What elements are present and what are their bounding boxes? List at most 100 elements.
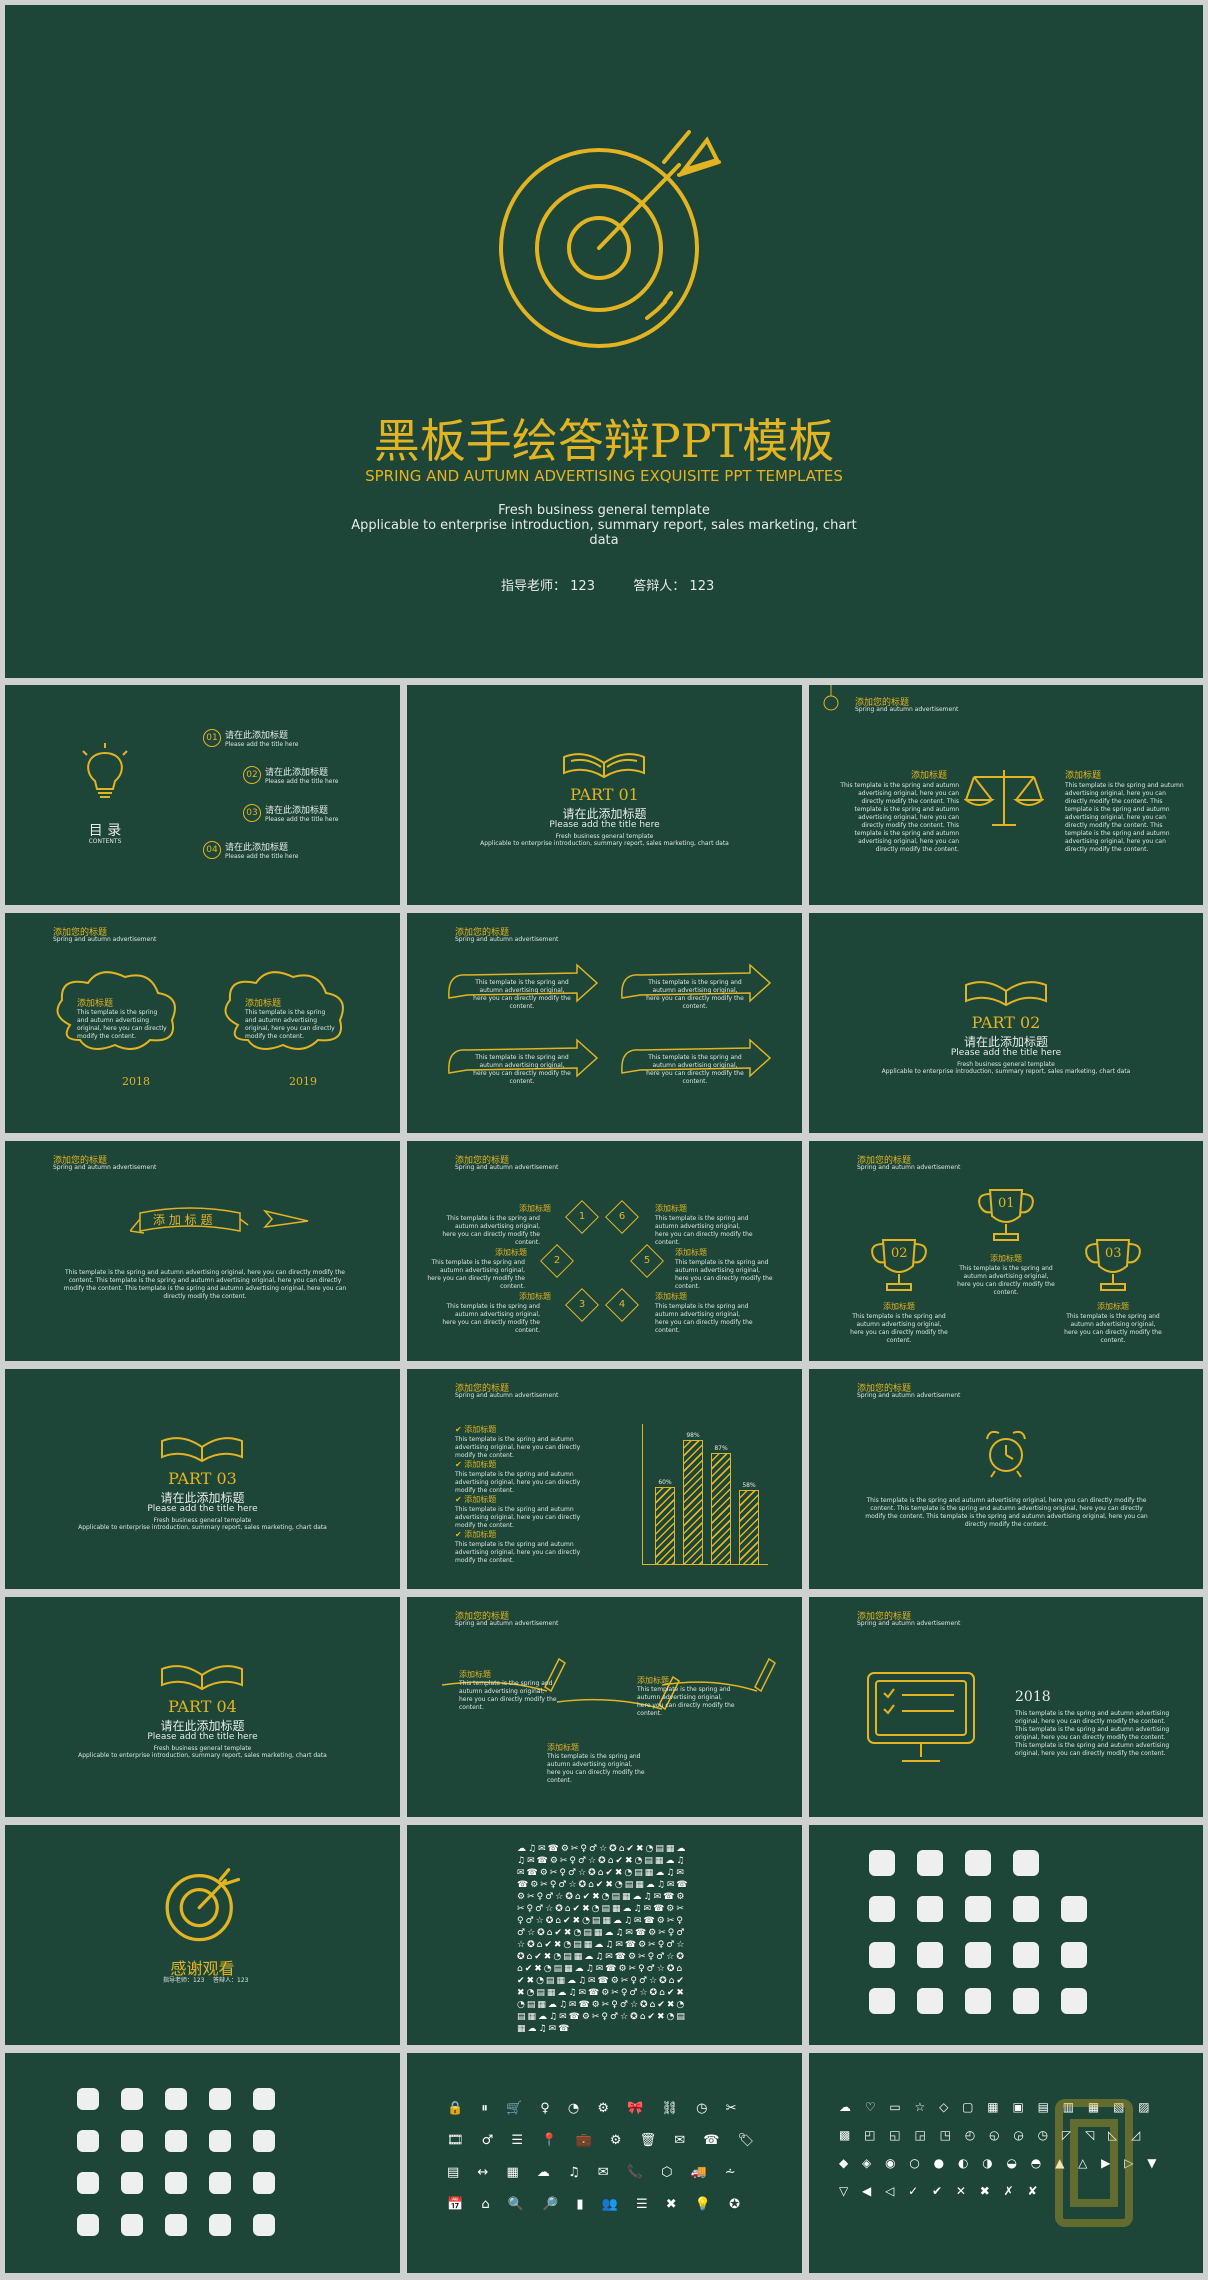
header-sub: Spring and autumn advertisement: [455, 1392, 559, 1399]
trophy-num-1: 01: [998, 1196, 1015, 1211]
alarm-para: This template is the spring and autumn a…: [865, 1497, 1148, 1528]
idea-icon: [209, 2130, 231, 2152]
header-title: 添加您的标题: [455, 1156, 510, 1166]
lightbulb-icon: [823, 685, 839, 711]
screen-icon: [165, 2130, 187, 2152]
chart-data-label: 58%: [742, 1482, 756, 1489]
part3-sub: Please add the title here: [147, 1504, 258, 1514]
board-icon: [165, 2214, 187, 2236]
tutor-value: 123: [570, 579, 595, 594]
diamond-para-l2: This template is the spring and autumn a…: [427, 1259, 525, 1290]
banner-text: 添 加 标 题: [153, 1213, 213, 1227]
open-book-icon: [965, 981, 1047, 1007]
check-title-3: ✔ 添加标题: [455, 1495, 497, 1504]
part3-fresh: Fresh business general template: [153, 1517, 252, 1524]
speaker-label: 答辩人：: [633, 579, 686, 594]
tube-icon: [965, 1896, 991, 1922]
toc-num-1: 01: [203, 729, 221, 747]
cover-subtitle-en: SPRING AND AUTUMN ADVERTISING EXQUISITE …: [365, 467, 843, 485]
toc-title-4[interactable]: 请在此添加标题: [225, 843, 289, 853]
slide-monitor: 添加您的标题 Spring and autumn advertisement 2…: [809, 1597, 1203, 1817]
slide-bar-chart: 添加您的标题 Spring and autumn advertisement ✔…: [407, 1369, 802, 1589]
pencil-lines-graphic: [441, 1657, 776, 1711]
cloud-left-para: This template is the spring and autumn a…: [77, 1009, 167, 1040]
cover-slide: 黑板手绘答辩PPT模板 SPRING AND AUTUMN ADVERTISIN…: [5, 5, 1203, 678]
header-title: 添加您的标题: [53, 1156, 108, 1166]
slide-trophies: 添加您的标题 Spring and autumn advertisement 0…: [809, 1141, 1203, 1361]
diamond-6: 6: [605, 1200, 639, 1234]
toc-title-3[interactable]: 请在此添加标题: [265, 806, 329, 816]
slide-diamonds: 添加您的标题 Spring and autumn advertisement 1…: [407, 1141, 802, 1361]
slide-toc: 目 录 CONTENTS 01 请在此添加标题 Please add the t…: [5, 685, 400, 905]
school-icon-grid: [77, 2088, 337, 2256]
diamond-2: 2: [540, 1244, 574, 1278]
diamond-title-l3: 添加标题: [519, 1292, 551, 1301]
toc-sub-2: Please add the title here: [265, 778, 339, 785]
ribbon-banner-icon: [130, 1207, 309, 1234]
question-icon: [121, 2088, 143, 2110]
diamond-3: 3: [565, 1288, 599, 1322]
lightbulb-icon: [82, 743, 128, 798]
school-icon: [165, 2172, 187, 2194]
header-title: 添加您的标题: [455, 928, 510, 938]
slide-thanks: 感谢观看 指导老师：123 答辩人：123: [5, 1825, 400, 2045]
edu-icon-grid: [869, 1850, 1149, 2034]
trophy-title-1: 添加标题: [990, 1254, 1022, 1263]
slide-icons-ui: 🔒 ⏸ 🛒 ♀ ◔ ⚙ 🎀 ⛓ ◷ ✂ 🎞 ♂ ☰ 📍 💼 ⚙ 🗑 ✉ ☎ 🏷 …: [407, 2053, 802, 2273]
slide-part-03: PART 03 请在此添加标题 Please add the title her…: [5, 1369, 400, 1589]
slide-part-02: PART 02 请在此添加标题 Please add the title her…: [809, 913, 1203, 1133]
thanks-title: 感谢观看: [170, 1959, 235, 1978]
diamond-title-r2: 添加标题: [675, 1248, 707, 1257]
header-title: 添加您的标题: [857, 1384, 912, 1394]
target-arrow-icon: [165, 1868, 241, 1942]
toc-num-4: 04: [203, 841, 221, 859]
header-title: 添加您的标题: [455, 1612, 510, 1622]
ball-icon: [1013, 1850, 1039, 1876]
checklist-icon: [121, 2172, 143, 2194]
slide-clouds: 添加您的标题 Spring and autumn advertisement 添…: [5, 913, 400, 1133]
slide-part-04: PART 04 请在此添加标题 Please add the title her…: [5, 1597, 400, 1817]
diamond-para-r2: This template is the spring and autumn a…: [675, 1259, 773, 1290]
toc-title-1[interactable]: 请在此添加标题: [225, 731, 289, 741]
part2-label: PART 02: [971, 1013, 1041, 1032]
diamond-title-l2: 添加标题: [495, 1248, 527, 1257]
header-sub: Spring and autumn advertisement: [855, 706, 959, 713]
palette-icon: [917, 1850, 943, 1876]
cloud-left-title: 添加标题: [77, 999, 114, 1009]
part2-applicable: Applicable to enterprise introduction, s…: [881, 1068, 1131, 1075]
pencil-para-3: This template is the spring and autumn a…: [547, 1753, 645, 1784]
part4-sub: Please add the title here: [147, 1732, 258, 1742]
diamond-4: 4: [605, 1288, 639, 1322]
cover-credits: 指导老师： 123 答辩人： 123: [501, 575, 714, 594]
trophy-num-2: 02: [891, 1246, 908, 1261]
toc-title-2[interactable]: 请在此添加标题: [265, 768, 329, 778]
cover-desc-2: Applicable to enterprise introduction, s…: [351, 518, 857, 533]
chart-bar: [711, 1453, 731, 1564]
monitor-para: This template is the spring and autumn a…: [1015, 1710, 1170, 1757]
part1-sub: Please add the title here: [549, 820, 660, 830]
header-sub: Spring and autumn advertisement: [857, 1620, 961, 1627]
header-sub: Spring and autumn advertisement: [53, 936, 157, 943]
trophy-para-1: This template is the spring and autumn a…: [957, 1265, 1055, 1296]
open-book-icon: [161, 1665, 243, 1691]
tutor-label: 指导老师：: [501, 579, 567, 594]
check-para-1: This template is the spring and autumn a…: [455, 1436, 581, 1459]
toc-sub-1: Please add the title here: [225, 741, 299, 748]
chart-data-label: 87%: [714, 1445, 728, 1452]
slide-scales: 添加您的标题 Spring and autumn advertisement 添…: [809, 685, 1203, 905]
diamond-title-r1: 添加标题: [655, 1204, 687, 1213]
compass-icon: [1061, 1988, 1087, 2014]
computer-icon: [77, 2214, 99, 2236]
part1-label: PART 01: [570, 785, 639, 804]
header-title: 添加您的标题: [53, 928, 108, 938]
slide-pencils: 添加您的标题 Spring and autumn advertisement 添…: [407, 1597, 802, 1817]
monitor-year: 2018: [1015, 1689, 1051, 1705]
header-title: 添加您的标题: [855, 698, 910, 708]
check-title-1: ✔ 添加标题: [455, 1425, 497, 1434]
header-title: 添加您的标题: [857, 1156, 912, 1166]
cover-desc-3: data: [589, 533, 619, 548]
flask-icon: [869, 1896, 895, 1922]
cover-title: 黑板手绘答辩PPT模板: [373, 414, 835, 468]
tubes-icon: [1013, 1896, 1039, 1922]
toc-sub: CONTENTS: [88, 838, 122, 845]
